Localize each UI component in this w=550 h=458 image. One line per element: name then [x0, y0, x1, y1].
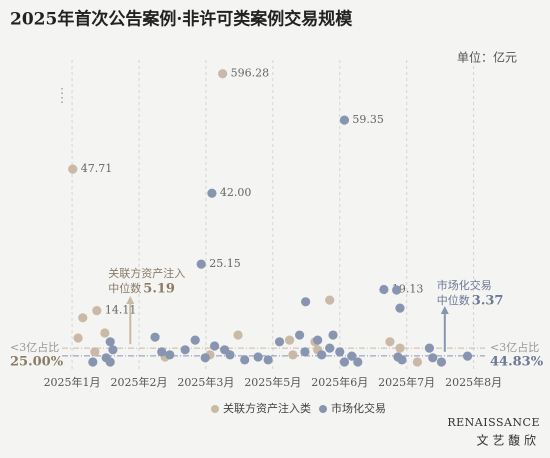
annotation-value: 5.19: [143, 282, 175, 297]
point: [90, 347, 100, 357]
point: [100, 328, 110, 338]
point: [240, 355, 250, 365]
point: [335, 347, 345, 357]
point: [218, 69, 228, 79]
annotation-label: 中位数: [108, 281, 141, 295]
point: [105, 337, 115, 347]
point: [428, 353, 438, 363]
point: [325, 295, 335, 305]
point: [274, 337, 285, 347]
annotation-title: 市场化交易: [437, 278, 492, 292]
share-label: <3亿占比: [10, 340, 59, 354]
annotation-value: 3.37: [472, 294, 504, 309]
data-label: 47.71: [81, 162, 113, 175]
point: [92, 306, 102, 316]
x-tick-label: 2025年5月: [244, 375, 301, 389]
point: [325, 343, 335, 353]
x-tick-label: 2025年6月: [311, 375, 368, 389]
point: [395, 303, 405, 313]
annotation-label: 中位数: [437, 293, 470, 307]
x-tick-label: 2025年7月: [378, 375, 435, 389]
point: [288, 350, 298, 360]
legend-swatch: [211, 405, 219, 413]
point: [207, 188, 217, 198]
data-label: 42.00: [220, 186, 252, 199]
arrow-head: [440, 306, 449, 314]
point: [210, 341, 220, 351]
point: [379, 284, 389, 295]
point: [339, 357, 350, 367]
point: [68, 164, 78, 174]
point: [301, 297, 311, 307]
x-tick-label: 2025年1月: [44, 375, 101, 389]
unit-label: 单位：亿元: [457, 50, 517, 65]
point: [385, 337, 395, 347]
data-label: 596.28: [231, 67, 270, 80]
point: [424, 343, 435, 353]
point: [78, 313, 88, 323]
point: [328, 330, 338, 340]
share-value: 44.83%: [490, 355, 544, 370]
legend-label: 关联方资产注入类: [223, 401, 311, 415]
x-tick-label: 2025年2月: [110, 375, 167, 389]
point: [225, 350, 235, 360]
point: [165, 350, 175, 360]
legend-label: 市场化交易: [331, 401, 386, 415]
point: [150, 332, 160, 342]
point: [180, 345, 190, 355]
arrow-head: [126, 296, 135, 304]
point: [196, 259, 206, 269]
point: [395, 343, 405, 353]
point: [263, 355, 273, 365]
share-value: 25.00%: [10, 355, 64, 370]
brand-cn: 文 艺 馥 欣: [477, 433, 536, 448]
point: [253, 352, 263, 362]
point: [157, 347, 167, 357]
annotation-title: 关联方资产注入: [108, 266, 185, 280]
legend-swatch: [319, 405, 327, 413]
point: [339, 115, 350, 125]
point: [300, 347, 310, 357]
point: [294, 330, 305, 340]
x-tick-label: 2025年8月: [445, 375, 502, 389]
point: [105, 357, 115, 367]
point: [190, 335, 200, 345]
point: [108, 345, 118, 355]
point: [313, 335, 323, 345]
chart-title: 2025年首次公告案例·非许可类案例交易规模: [10, 9, 353, 30]
point: [284, 335, 295, 345]
point: [436, 357, 447, 367]
point: [317, 350, 327, 360]
point: [462, 351, 473, 361]
point: [392, 285, 402, 295]
point: [200, 353, 210, 363]
point: [347, 351, 357, 361]
point: [353, 357, 363, 367]
point: [73, 333, 83, 343]
point: [412, 357, 422, 367]
data-label: 59.35: [352, 113, 384, 126]
data-label: 14.11: [105, 304, 137, 317]
point: [88, 357, 98, 367]
x-tick-label: 2025年3月: [177, 375, 234, 389]
data-label: 25.15: [209, 257, 241, 270]
brand-en: RENAISSANCE: [447, 416, 540, 429]
point: [233, 330, 243, 340]
share-label: <3亿占比: [490, 340, 539, 354]
point: [397, 355, 407, 365]
